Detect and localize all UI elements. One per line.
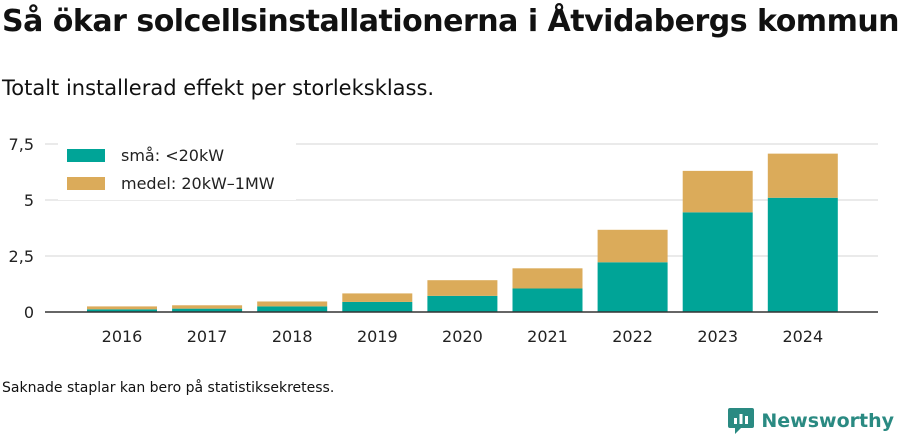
bar-medel-2018 xyxy=(257,301,328,307)
x-tick-label: 2021 xyxy=(527,327,568,346)
y-tick-label: 2,5 xyxy=(9,247,34,266)
bar-sma-2024 xyxy=(767,197,838,312)
bar-sma-2019 xyxy=(342,301,413,312)
y-tick-label: 5 xyxy=(24,191,34,210)
x-tick-label: 2022 xyxy=(612,327,653,346)
bar-medel-2022 xyxy=(597,229,668,263)
legend-swatch-sma xyxy=(67,149,105,162)
legend-swatch-medel xyxy=(67,177,105,190)
brand-logo[interactable]: Newsworthy xyxy=(727,406,894,436)
chart-subtitle: Totalt installerad effekt per storlekskl… xyxy=(2,76,435,100)
bar-medel-2024 xyxy=(767,153,838,198)
newsworthy-logo-icon xyxy=(728,408,755,434)
x-tick-label: 2020 xyxy=(442,327,483,346)
x-tick-label: 2016 xyxy=(102,327,143,346)
x-tick-label: 2019 xyxy=(357,327,398,346)
bar-sma-2022 xyxy=(597,262,668,312)
y-axis-ticks: 0 2,5 5 7,5 xyxy=(9,135,34,322)
brand-name: Newsworthy xyxy=(761,410,894,432)
x-tick-label: 2018 xyxy=(272,327,313,346)
legend: små: <20kW medel: 20kW–1MW xyxy=(58,138,296,200)
x-tick-label: 2017 xyxy=(187,327,228,346)
bar-medel-2023 xyxy=(682,170,753,213)
bar-medel-2020 xyxy=(427,280,498,296)
bar-sma-2016 xyxy=(87,309,157,312)
bar-sma-2023 xyxy=(682,212,753,312)
y-tick-label: 7,5 xyxy=(9,135,34,154)
bar-sma-2021 xyxy=(512,288,583,312)
bar-medel-2021 xyxy=(512,268,583,289)
bar-sma-2018 xyxy=(257,306,328,312)
legend-label-sma: små: <20kW xyxy=(121,146,224,165)
bar-medel-2019 xyxy=(342,293,413,302)
bar-sma-2020 xyxy=(427,295,498,312)
stacked-bar-chart: 0 2,5 5 7,5 2016 2017 2018 2019 2020 2021 2022 202… xyxy=(9,135,878,346)
bar-medel-2016 xyxy=(87,306,157,310)
chart-title: Så ökar solcellsinstallationerna i Åtvid… xyxy=(2,4,900,39)
x-axis-ticks: 2016 2017 2018 2019 2020 2021 2022 2023 2024 xyxy=(102,327,824,346)
bar-medel-2017 xyxy=(172,305,243,309)
legend-label-medel: medel: 20kW–1MW xyxy=(121,174,275,193)
bars xyxy=(87,153,838,312)
x-tick-label: 2023 xyxy=(697,327,738,346)
bar-sma-2017 xyxy=(172,308,243,312)
x-tick-label: 2024 xyxy=(782,327,823,346)
y-tick-label: 0 xyxy=(24,303,34,322)
footnote: Saknade staplar kan bero på statistiksek… xyxy=(2,380,335,396)
